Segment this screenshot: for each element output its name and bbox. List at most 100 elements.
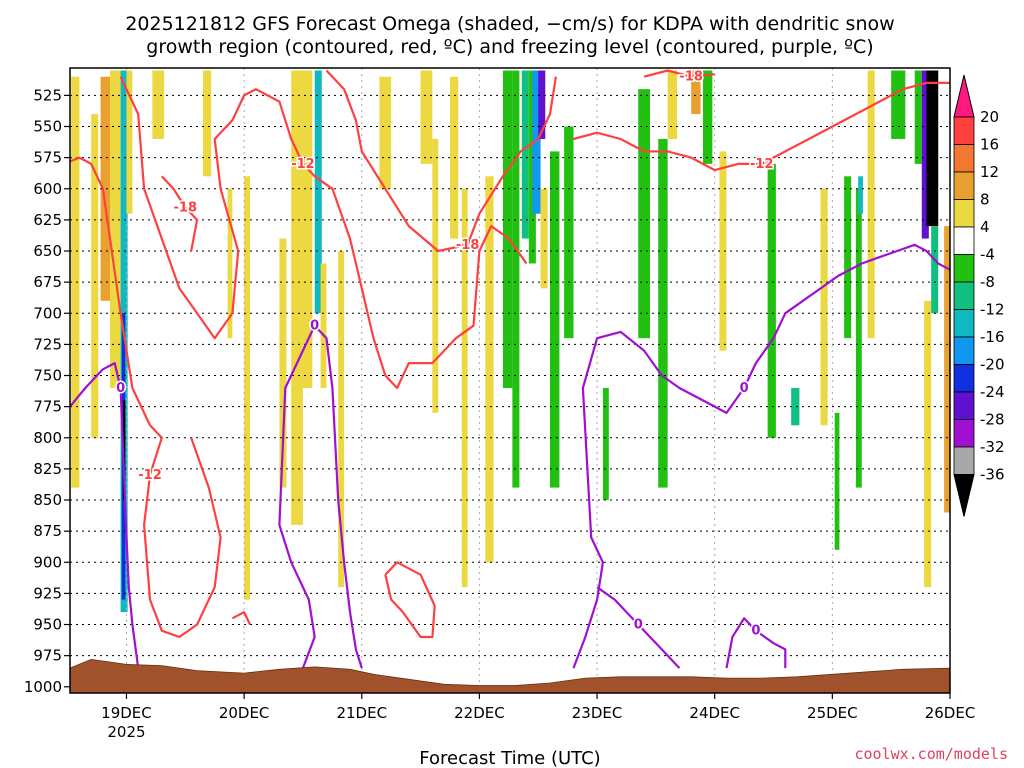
y-axis: 525 550 575 600 625 650 675 700 725 750 775 800 825 8… <box>24 86 70 696</box>
omega-cell-47 <box>867 70 875 339</box>
omega-cell-37 <box>691 70 701 115</box>
dgz-contour-line-1 <box>119 76 528 390</box>
dgz-contour-label-2: -18 <box>174 200 198 215</box>
dgz-contour-line-6 <box>384 561 436 639</box>
colorbar-label-3: 8 <box>980 191 990 209</box>
dgz-contour-line-3 <box>325 69 557 253</box>
colorbar-label-10: -24 <box>980 383 1005 401</box>
colorbar-bin-7 <box>953 309 975 338</box>
colorbar-bin-6 <box>953 281 975 310</box>
colorbar-bin-5 <box>953 254 975 283</box>
dgz-contour-label-4: -12 <box>750 157 774 172</box>
terrain-fill <box>70 658 950 693</box>
x-tick-sublabel-0: 2025 <box>107 723 145 741</box>
colorbar-label-1: 16 <box>980 136 999 154</box>
y-tick-label-16: 925 <box>33 584 62 602</box>
colorbar-label-12: -32 <box>980 438 1005 456</box>
omega-cell-7 <box>126 70 133 214</box>
freezing-contour-line-0 <box>70 362 140 669</box>
omega-cell-19 <box>420 70 433 164</box>
colorbar-bin-12 <box>953 446 975 475</box>
omega-cell-0 <box>71 76 80 488</box>
omega-cell-39 <box>719 151 727 351</box>
colorbar-bin-2 <box>953 171 975 200</box>
omega-cell-42 <box>820 188 828 426</box>
omega-cell-31 <box>550 151 560 488</box>
terrain-layer <box>70 658 950 693</box>
omega-cell-16 <box>320 263 327 388</box>
y-tick-label-17: 950 <box>33 616 62 634</box>
colorbar: 20 16 12 8 4 -4 -8 -12 -16 -20 -24 -28 -32 -36 <box>953 74 1005 517</box>
omega-cell-18 <box>379 76 392 189</box>
x-tick-label-0: 19DEC <box>101 704 152 722</box>
dgz-contour-line-0 <box>70 156 222 639</box>
y-tick-label-19: 1000 <box>24 678 62 696</box>
omega-cell-46 <box>858 176 863 214</box>
omega-cell-13 <box>291 70 303 525</box>
omega-cell-2 <box>100 76 110 301</box>
y-tick-label-4: 625 <box>33 211 62 229</box>
x-tick-label-4: 23DEC <box>572 704 623 722</box>
grid-layer <box>70 68 951 693</box>
dgz-contour-label-3: -18 <box>456 238 480 253</box>
omega-cell-45 <box>855 188 862 488</box>
omega-cell-28 <box>532 70 541 214</box>
omega-cell-12 <box>279 238 287 488</box>
x-axis-label: Forecast Time (UTC) <box>419 748 600 768</box>
omega-cell-23 <box>485 176 494 563</box>
colorbar-bin-8 <box>953 336 975 365</box>
freezing-contour-line-3 <box>596 586 681 669</box>
freezing-contour-line-2 <box>572 243 950 669</box>
omega-cell-9 <box>202 70 212 177</box>
y-tick-label-18: 975 <box>33 647 62 665</box>
freezing-contour-line-4 <box>725 617 787 669</box>
dgz-contour-line-5 <box>643 69 715 78</box>
omega-cell-38 <box>702 70 713 164</box>
colorbar-label-13: -36 <box>980 466 1005 484</box>
omega-cell-29 <box>538 70 546 139</box>
omega-cell-54 <box>944 226 950 513</box>
y-tick-label-6: 675 <box>33 273 62 291</box>
y-tick-label-8: 725 <box>33 335 62 353</box>
freezing-contour-label-1: 0 <box>310 319 319 334</box>
colorbar-label-11: -28 <box>980 411 1005 429</box>
colorbar-label-2: 12 <box>980 163 999 181</box>
colorbar-label-6: -8 <box>980 273 995 291</box>
colorbar-bin-10 <box>953 391 975 420</box>
colorbar-bin-3 <box>953 199 975 228</box>
omega-cell-22 <box>461 188 468 588</box>
y-tick-label-13: 850 <box>33 491 62 509</box>
credit-text: coolwx.com/models <box>854 745 1008 763</box>
omega-cell-32 <box>564 126 574 339</box>
omega-cell-30 <box>540 188 548 289</box>
omega-cell-44 <box>844 176 852 339</box>
colorbar-bin-4 <box>953 226 975 255</box>
colorbar-bin-9 <box>953 364 975 393</box>
plot-frame <box>69 67 951 694</box>
y-tick-label-2: 575 <box>33 149 62 167</box>
y-tick-label-12: 825 <box>33 460 62 478</box>
x-tick-label-7: 26DEC <box>925 704 976 722</box>
y-tick-label-1: 550 <box>33 118 62 136</box>
colorbar-bin-0 <box>953 116 975 145</box>
colorbar-top-extend <box>953 74 975 118</box>
omega-cell-11 <box>244 176 250 600</box>
omega-cell-48 <box>891 70 906 139</box>
dgz-contour-line-2 <box>160 175 199 252</box>
colorbar-label-0: 20 <box>980 108 999 126</box>
colorbar-bin-1 <box>953 144 975 173</box>
colorbar-bottom-extend <box>953 474 975 517</box>
dgz-contour-label-5: -18 <box>679 70 703 85</box>
omega-cell-40 <box>767 163 776 438</box>
omega-cell-50 <box>921 70 929 239</box>
omega-cell-8 <box>152 70 165 139</box>
colorbar-label-9: -20 <box>980 356 1005 374</box>
y-tick-label-5: 650 <box>33 242 62 260</box>
omega-cell-35 <box>658 138 668 488</box>
omega-cell-49 <box>914 70 922 164</box>
omega-cell-20 <box>432 138 439 413</box>
y-tick-label-10: 775 <box>33 398 62 416</box>
y-tick-label-11: 800 <box>33 429 62 447</box>
